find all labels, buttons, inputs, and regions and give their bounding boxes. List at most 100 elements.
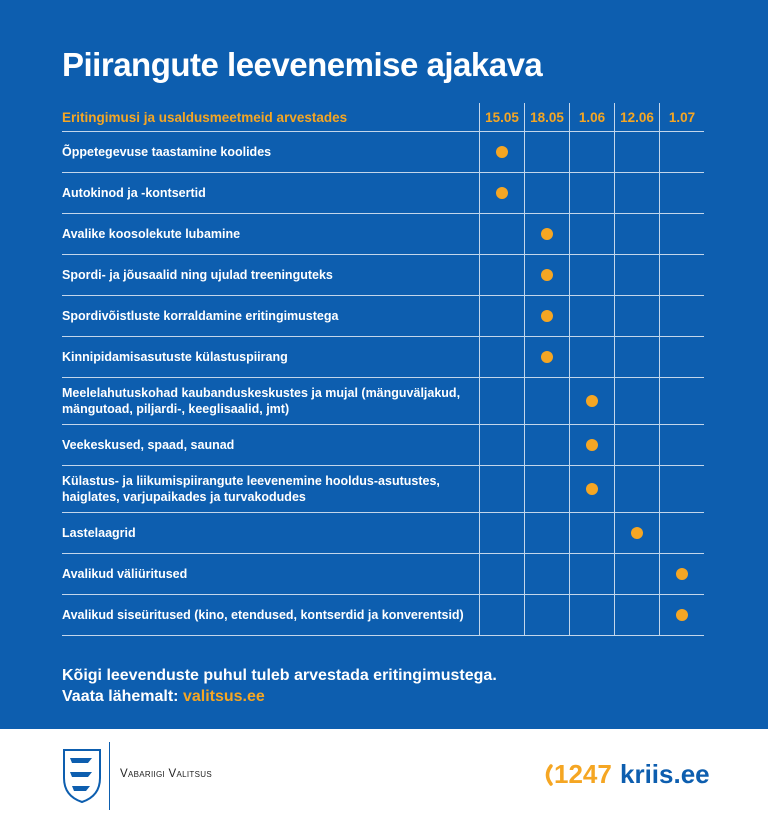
date-cell — [659, 424, 704, 466]
date-cell — [614, 377, 660, 425]
dot — [496, 186, 508, 199]
date-cell — [524, 553, 570, 595]
date-cell — [569, 213, 615, 255]
row-label: Autokinod ja -kontsertid — [62, 172, 480, 214]
date-cell — [479, 131, 525, 173]
date-cell — [614, 131, 660, 173]
date-cell — [614, 512, 660, 554]
row-label: Külastus- ja liikumispiirangute leevenem… — [62, 465, 480, 513]
table-row: Avalikud väliüritused — [62, 553, 704, 595]
date-cell — [659, 512, 704, 554]
date-cell — [524, 172, 570, 214]
divider — [109, 742, 110, 810]
date-cell — [614, 553, 660, 595]
note-prefix: Vaata lähemalt: — [62, 688, 179, 705]
date-cell — [614, 594, 660, 636]
date-cell — [659, 594, 704, 636]
date-cell — [569, 377, 615, 425]
dot — [496, 145, 508, 158]
date-cell — [479, 594, 525, 636]
date-header: 1.06 — [569, 103, 615, 132]
date-cell — [569, 172, 615, 214]
org-name: Vabariigi Valitsus — [120, 768, 212, 780]
date-cell — [614, 254, 660, 296]
date-cell — [614, 465, 660, 513]
table-row: Spordivõistluste korraldamine eritingimu… — [62, 295, 704, 337]
date-cell — [479, 377, 525, 425]
date-header: 12.06 — [614, 103, 660, 132]
date-cell — [569, 512, 615, 554]
dot — [541, 350, 553, 363]
date-cell — [614, 213, 660, 255]
date-cell — [659, 377, 704, 425]
date-cell — [524, 213, 570, 255]
label-header: Eritingimusi ja usaldusmeetmeid arvestad… — [62, 103, 480, 132]
date-cell — [524, 254, 570, 296]
date-cell — [569, 295, 615, 337]
date-header: 1.07 — [659, 103, 704, 132]
date-cell — [614, 336, 660, 378]
coat-of-arms — [63, 749, 101, 804]
date-cell — [524, 512, 570, 554]
table-row: Õppetegevuse taastamine koolides — [62, 131, 704, 173]
dot — [586, 482, 598, 495]
date-cell — [479, 254, 525, 296]
date-cell — [569, 336, 615, 378]
table-row: Avalikud siseüritused (kino, etendused, … — [62, 594, 704, 636]
date-cell — [569, 254, 615, 296]
row-label: Lastelaagrid — [62, 512, 480, 554]
date-cell — [659, 131, 704, 173]
date-cell — [479, 424, 525, 466]
table-row: Spordi- ja jõusaalid ning ujulad treenin… — [62, 254, 704, 296]
dot — [586, 394, 598, 407]
note: Kõigi leevenduste puhul tuleb arvestada … — [62, 665, 497, 707]
row-label: Kinnipidamisasutuste külastuspiirang — [62, 336, 480, 378]
date-cell — [659, 172, 704, 214]
row-label: Veekeskused, spaad, saunad — [62, 424, 480, 466]
date-cell — [479, 553, 525, 595]
row-label: Avalikud siseüritused (kino, etendused, … — [62, 594, 480, 636]
dot — [541, 227, 553, 240]
date-cell — [479, 295, 525, 337]
table-row: Autokinod ja -kontsertid — [62, 172, 704, 214]
note-line: Vaata lähemalt: valitsus.ee — [62, 686, 497, 707]
date-cell — [524, 377, 570, 425]
site[interactable]: kriis.ee — [620, 759, 710, 789]
date-cell — [614, 172, 660, 214]
dot — [676, 567, 688, 580]
dot — [586, 438, 598, 451]
dot — [631, 526, 643, 539]
date-cell — [524, 424, 570, 466]
date-cell — [614, 295, 660, 337]
date-cell — [659, 553, 704, 595]
table-row: Veekeskused, spaad, saunad — [62, 424, 704, 466]
date-cell — [479, 465, 525, 513]
date-cell — [524, 131, 570, 173]
date-cell — [569, 465, 615, 513]
date-cell — [479, 172, 525, 214]
date-cell — [659, 213, 704, 255]
dot — [676, 608, 688, 621]
phone[interactable]: 1247 — [554, 759, 612, 789]
date-cell — [659, 336, 704, 378]
dot — [541, 268, 553, 281]
date-cell — [569, 424, 615, 466]
table-row: Meelelahutuskohad kaubanduskeskustes ja … — [62, 377, 704, 425]
date-cell — [569, 131, 615, 173]
date-header: 15.05 — [479, 103, 525, 132]
table-row: Lastelaagrid — [62, 512, 704, 554]
date-cell — [524, 594, 570, 636]
date-cell — [614, 424, 660, 466]
date-cell — [524, 336, 570, 378]
schedule-table: Eritingimusi ja usaldusmeetmeid arvestad… — [62, 103, 704, 636]
link[interactable]: valitsus.ee — [182, 688, 265, 705]
date-cell — [524, 295, 570, 337]
date-cell — [659, 254, 704, 296]
date-cell — [659, 295, 704, 337]
row-label: Õppetegevuse taastamine koolides — [62, 131, 480, 173]
date-cell — [479, 213, 525, 255]
table-row: Külastus- ja liikumispiirangute leevenem… — [62, 465, 704, 513]
row-label: Spordi- ja jõusaalid ning ujulad treenin… — [62, 254, 480, 296]
date-cell — [479, 336, 525, 378]
